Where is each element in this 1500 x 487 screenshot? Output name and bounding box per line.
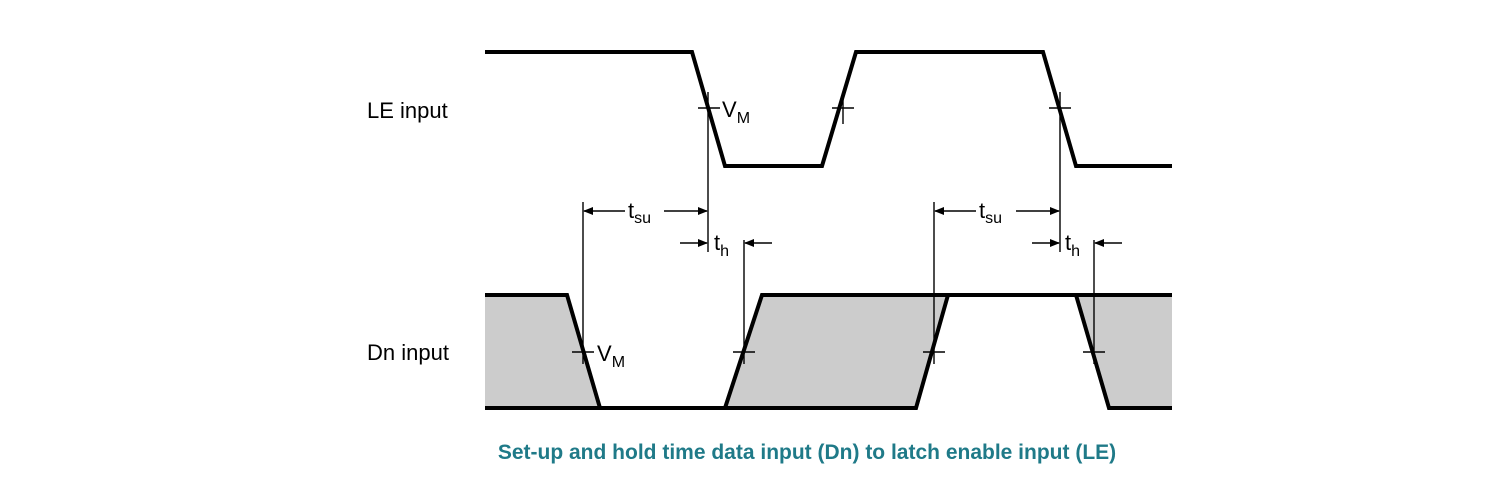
tsu-label-1: tsu (628, 198, 651, 227)
le-waveform (485, 50, 1172, 168)
reference-lines (582, 92, 1095, 364)
vm-label-dn: VM (597, 341, 625, 371)
dn-waveform-path-b (725, 294, 950, 410)
dn-region-1 (485, 295, 600, 408)
th-label-1: th (714, 230, 729, 260)
tsu-label-2: tsu (979, 198, 1002, 227)
le-input-label: LE input (367, 98, 448, 123)
vm-ticks (572, 107, 1105, 353)
dn-region-3 (1076, 295, 1172, 408)
dn-transition-regions (485, 295, 1172, 408)
dn-input-label: Dn input (367, 340, 449, 365)
dn-region-2 (725, 295, 948, 408)
th-label-2: th (1065, 230, 1080, 260)
dn-waveform (485, 293, 1172, 410)
dn-waveform-path-c (1074, 294, 1172, 410)
figure-caption: Set-up and hold time data input (Dn) to … (498, 441, 1116, 464)
vm-label-le: VM (722, 97, 750, 127)
